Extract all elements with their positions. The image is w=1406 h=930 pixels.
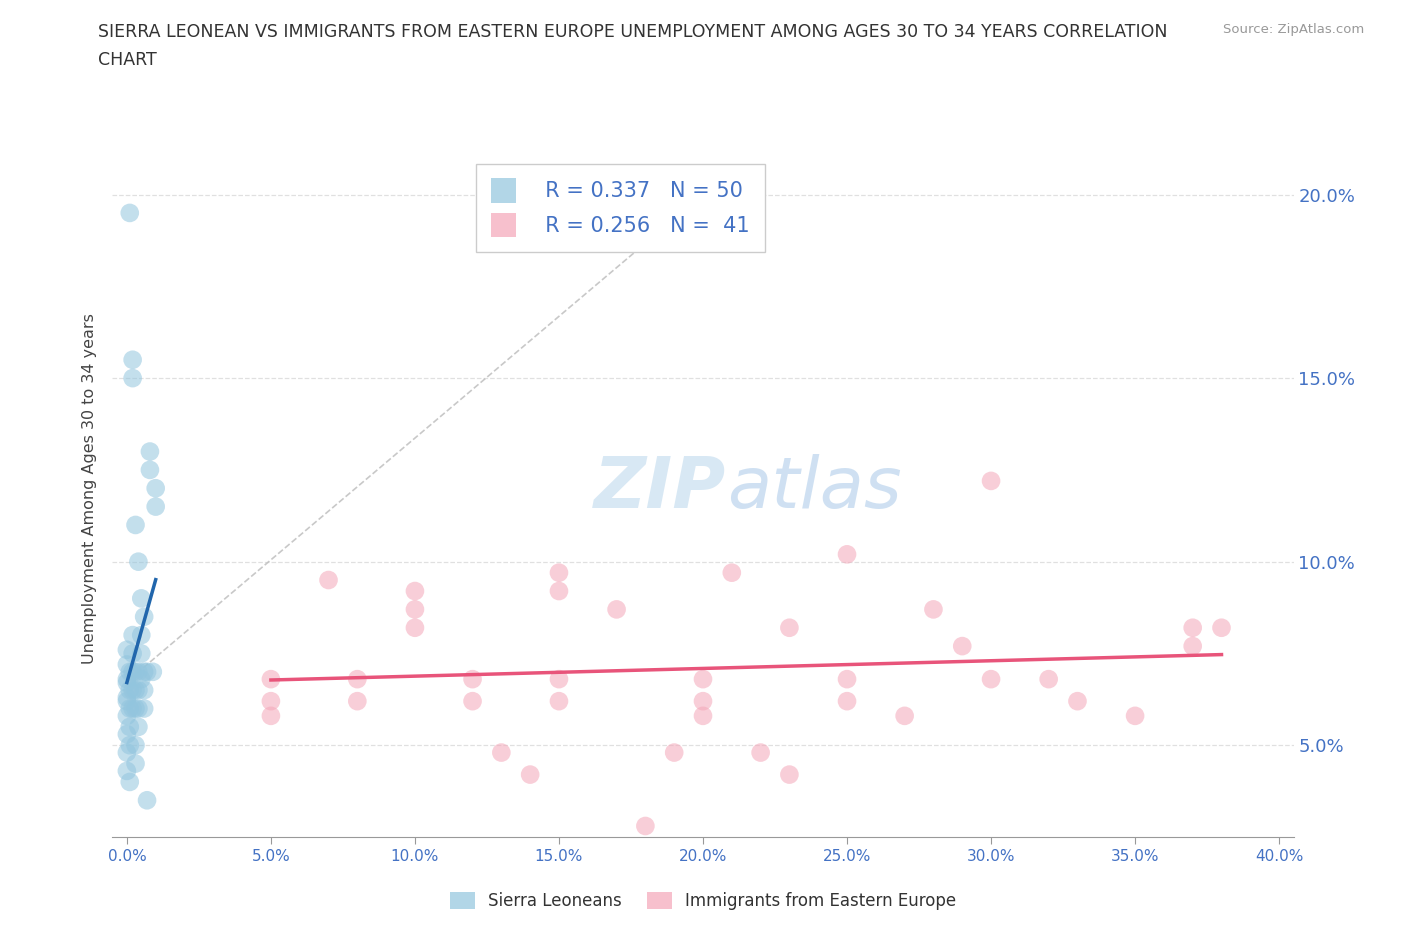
Point (134, 609, 156, 624)
Text: Source: ZipAtlas.com: Source: ZipAtlas.com (1223, 23, 1364, 36)
Point (778, 767, 800, 782)
Point (404, 620, 426, 635)
Point (115, 726, 138, 741)
Point (121, 646, 143, 661)
Point (548, 694, 571, 709)
Point (720, 565, 742, 580)
Point (115, 745, 138, 760)
Point (922, 602, 945, 617)
Point (115, 657, 138, 671)
Point (129, 671, 152, 686)
Point (121, 683, 143, 698)
Point (692, 694, 714, 709)
Point (548, 565, 571, 580)
Point (127, 720, 149, 735)
Point (118, 775, 141, 790)
Point (980, 473, 1002, 488)
Point (124, 737, 146, 752)
Point (692, 709, 714, 724)
Point (115, 675, 138, 690)
Point (404, 584, 426, 599)
Text: CHART: CHART (98, 51, 157, 69)
Point (835, 694, 858, 709)
Legend: Sierra Leoneans, Immigrants from Eastern Europe: Sierra Leoneans, Immigrants from Eastern… (443, 885, 963, 917)
Point (121, 628, 143, 643)
Point (115, 764, 138, 778)
Point (1038, 671, 1060, 686)
Point (124, 756, 146, 771)
Point (491, 745, 513, 760)
Point (404, 602, 426, 617)
Point (461, 694, 484, 709)
Point (118, 664, 141, 679)
Point (778, 620, 800, 635)
Point (835, 671, 858, 686)
Point (139, 462, 162, 477)
Point (121, 371, 143, 386)
Text: SIERRA LEONEAN VS IMMIGRANTS FROM EASTERN EUROPE UNEMPLOYMENT AMONG AGES 30 TO 3: SIERRA LEONEAN VS IMMIGRANTS FROM EASTER… (98, 23, 1168, 41)
Point (118, 701, 141, 716)
Legend:   R = 0.337   N = 50,   R = 0.256   N =  41: R = 0.337 N = 50, R = 0.256 N = 41 (477, 164, 765, 252)
Point (124, 683, 146, 698)
Point (118, 206, 141, 220)
Point (115, 709, 138, 724)
Point (260, 671, 283, 686)
Point (134, 701, 156, 716)
Text: ZIP: ZIP (595, 454, 727, 523)
Point (139, 445, 162, 459)
Point (145, 481, 167, 496)
Point (115, 694, 138, 709)
Point (121, 664, 143, 679)
Point (134, 664, 156, 679)
Point (118, 683, 141, 698)
Point (1123, 709, 1146, 724)
Point (1066, 694, 1088, 709)
Point (664, 745, 686, 760)
Point (1181, 620, 1204, 635)
Point (1181, 639, 1204, 654)
Point (1211, 620, 1233, 635)
Point (145, 499, 167, 514)
Point (127, 701, 149, 716)
Y-axis label: Unemployment Among Ages 30 to 34 years: Unemployment Among Ages 30 to 34 years (82, 312, 97, 664)
Point (115, 671, 138, 686)
Point (346, 671, 368, 686)
Point (519, 767, 541, 782)
Point (127, 683, 149, 698)
Point (136, 793, 159, 808)
Point (124, 701, 146, 716)
Point (121, 352, 143, 367)
Point (124, 664, 146, 679)
Point (136, 664, 159, 679)
Point (115, 690, 138, 705)
Text: atlas: atlas (727, 454, 901, 523)
Point (134, 683, 156, 698)
Point (548, 584, 571, 599)
Point (318, 573, 340, 588)
Point (129, 628, 152, 643)
Point (634, 818, 657, 833)
Point (129, 646, 152, 661)
Point (115, 643, 138, 658)
Point (461, 671, 484, 686)
Point (121, 701, 143, 716)
Point (950, 639, 973, 654)
Point (142, 664, 165, 679)
Point (346, 694, 368, 709)
Point (124, 517, 146, 532)
Point (749, 745, 772, 760)
Point (260, 694, 283, 709)
Point (118, 720, 141, 735)
Point (129, 591, 152, 605)
Point (980, 671, 1002, 686)
Point (260, 709, 283, 724)
Point (548, 671, 571, 686)
Point (692, 671, 714, 686)
Point (127, 664, 149, 679)
Point (606, 602, 628, 617)
Point (893, 709, 915, 724)
Point (118, 737, 141, 752)
Point (835, 547, 858, 562)
Point (127, 554, 149, 569)
